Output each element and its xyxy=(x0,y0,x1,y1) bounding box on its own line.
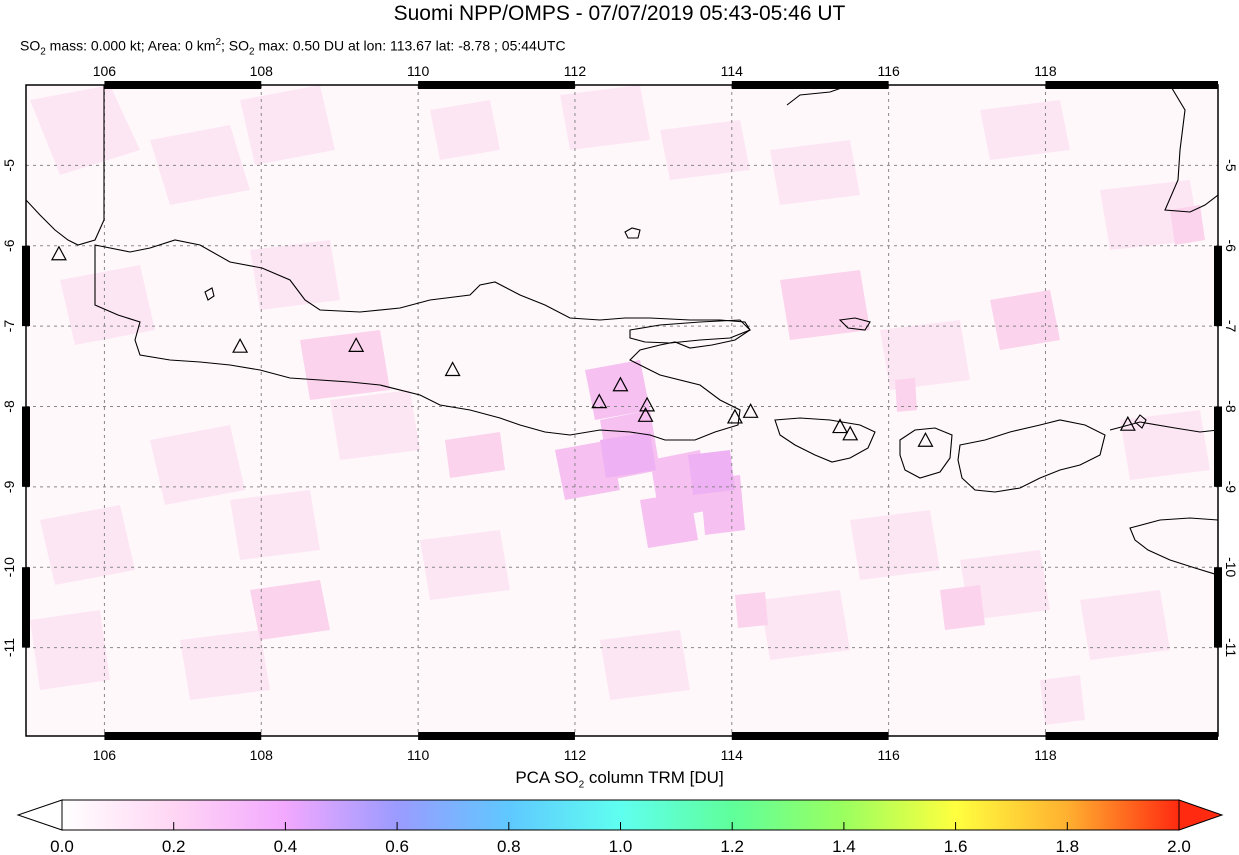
frame-bar-bottom xyxy=(1045,732,1218,740)
sulawesi-coast xyxy=(1164,85,1218,213)
lat-tick-label-right: -10 xyxy=(1223,557,1239,577)
colorbar-tick-label: 1.4 xyxy=(832,837,856,855)
lon-tick-label-bottom: 112 xyxy=(564,747,587,763)
colorbar-tick-label: 1.0 xyxy=(609,837,633,855)
colorbar-tick-label: 0.8 xyxy=(497,837,521,855)
lat-tick-label-left: -10 xyxy=(1,557,17,577)
colorbar-tick-label: 0.0 xyxy=(50,837,74,855)
colorbar-tick-label: 1.6 xyxy=(944,837,968,855)
lon-tick-label-bottom: 116 xyxy=(877,747,900,763)
kangean-coast xyxy=(838,317,871,331)
volcano-icon xyxy=(50,245,67,261)
frame-bar-right xyxy=(1214,245,1222,327)
volcano-icon xyxy=(917,431,934,447)
lon-tick-label-top: 118 xyxy=(1034,63,1057,79)
colorbar-over-arrow xyxy=(1178,799,1224,831)
map-subtitle: SO2 mass: 0.000 kt; Area: 0 km2; SO2 max… xyxy=(20,37,566,58)
lon-tick-label-top: 112 xyxy=(564,63,587,79)
flores-coast xyxy=(1109,421,1218,433)
frame-bar-top xyxy=(418,81,575,89)
volcano-icon xyxy=(1119,415,1136,431)
volcano-icon xyxy=(742,403,759,418)
volcano-icon xyxy=(444,361,461,377)
volcano-markers xyxy=(50,245,1136,447)
colorbar-tick-label: 0.4 xyxy=(274,837,298,855)
lat-tick-label-right: -8 xyxy=(1223,400,1239,413)
colorbar-ticks: 0.0 0.2 0.4 0.6 0.8 1.0 1.2 1.4 1.6 1.8 2.0 xyxy=(50,822,1191,855)
lon-tick-label-bottom: 114 xyxy=(721,747,744,763)
colorbar-tick-label: 0.6 xyxy=(385,837,409,855)
lat-tick-label-left: -7 xyxy=(1,320,17,333)
so2-field xyxy=(26,85,1218,736)
map-frame-bars xyxy=(22,81,1222,740)
lon-tick-label-bottom: 110 xyxy=(407,747,430,763)
frame-bar-right xyxy=(1214,406,1222,487)
lon-tick-label-top: 116 xyxy=(877,63,900,79)
volcano-icon xyxy=(726,408,743,424)
lat-tick-label-right: -7 xyxy=(1223,320,1239,333)
volcano-icon xyxy=(612,376,629,392)
sumatra-coast xyxy=(26,85,105,246)
volcano-icon xyxy=(842,425,859,441)
nusa-coast xyxy=(1134,414,1147,429)
coastlines xyxy=(26,85,1218,576)
lon-tick-label-bottom: 108 xyxy=(250,747,274,763)
colorbar: 0.0 0.2 0.4 0.6 0.8 1.0 1.2 1.4 1.6 1.8 2.0 xyxy=(16,799,1224,855)
lon-tick-label-top: 106 xyxy=(93,63,117,79)
lon-labels-top: 106 108 110 112 114 116 118 xyxy=(93,63,1057,79)
sumba-coast xyxy=(1129,517,1218,576)
lat-tick-label-right: -6 xyxy=(1223,240,1239,253)
lat-labels-right: -5 -6 -7 -8 -9 -10 -11 xyxy=(1223,159,1239,657)
lon-tick-label-bottom: 118 xyxy=(1034,747,1057,763)
lat-tick-label-left: -6 xyxy=(1,239,17,252)
frame-bar-left xyxy=(22,245,30,327)
lon-tick-label-top: 108 xyxy=(250,63,274,79)
lat-tick-label-right: -9 xyxy=(1223,481,1239,494)
madura-coast xyxy=(629,319,751,344)
lat-tick-label-left: -9 xyxy=(1,480,17,493)
lat-labels-left: -5 -6 -7 -8 -9 -10 -11 xyxy=(1,159,17,657)
colorbar-tick-label: 1.2 xyxy=(720,837,744,855)
map-title: Suomi NPP/OMPS - 07/07/2019 05:43-05:46 … xyxy=(393,2,846,25)
lat-tick-label-right: -11 xyxy=(1223,638,1239,657)
colorbar-title: PCA SO2 column TRM [DU] xyxy=(515,768,724,791)
colorbar-tick-label: 1.8 xyxy=(1055,837,1079,855)
graticule xyxy=(26,85,1218,736)
volcano-icon xyxy=(591,393,608,409)
frame-bar-bottom xyxy=(731,732,889,740)
lombok-coast xyxy=(899,427,953,479)
lon-tick-label-bottom: 106 xyxy=(93,747,117,763)
lon-tick-label-top: 114 xyxy=(721,63,744,79)
lat-tick-label-left: -8 xyxy=(1,400,17,413)
frame-bar-top xyxy=(104,81,262,89)
frame-bar-left xyxy=(22,406,30,487)
colorbar-tick-label: 2.0 xyxy=(1167,837,1191,855)
lat-tick-label-right: -5 xyxy=(1223,159,1239,172)
sumbawa-coast xyxy=(957,419,1106,493)
volcano-icon xyxy=(348,337,365,352)
volcano-icon xyxy=(637,407,654,422)
frame-bar-bottom xyxy=(418,732,575,740)
frame-bar-left xyxy=(22,567,30,648)
lat-tick-label-left: -11 xyxy=(1,638,17,657)
lon-labels-bottom: 106 108 110 112 114 116 118 xyxy=(93,747,1057,763)
bali-coast xyxy=(774,417,876,463)
lat-tick-label-left: -5 xyxy=(1,159,17,172)
frame-bar-top xyxy=(731,81,889,89)
frame-bar-top xyxy=(1045,81,1218,89)
karimunjawa-coast xyxy=(204,287,215,301)
frame-bar-bottom xyxy=(104,732,262,740)
volcano-icon xyxy=(232,337,249,353)
java-coast xyxy=(94,239,751,441)
lon-tick-label-top: 110 xyxy=(407,63,430,79)
volcano-icon xyxy=(832,418,849,434)
colorbar-under-arrow xyxy=(16,799,63,831)
colorbar-tick-label: 0.2 xyxy=(162,837,186,855)
bawean-coast xyxy=(624,227,641,239)
frame-bar-right xyxy=(1214,567,1222,648)
